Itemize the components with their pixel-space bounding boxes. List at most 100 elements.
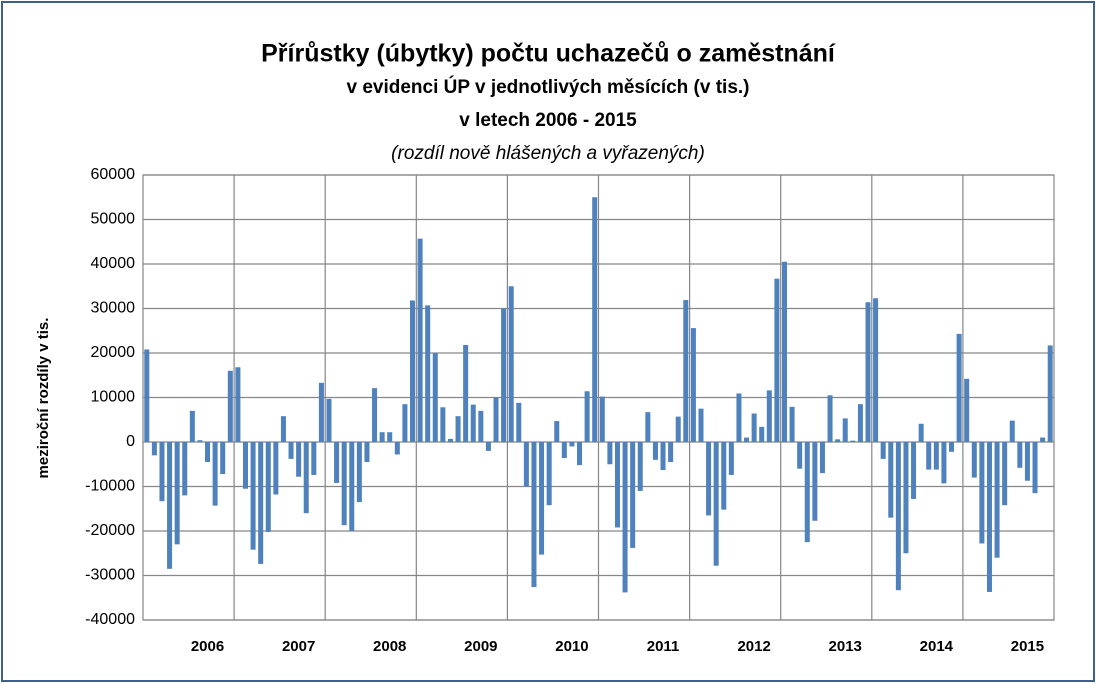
bar — [197, 440, 203, 442]
bar — [660, 442, 666, 471]
bar — [713, 442, 719, 566]
y-tick-label: 20000 — [91, 344, 136, 361]
bar — [766, 390, 772, 442]
plot-border — [142, 174, 1055, 621]
bar — [356, 442, 362, 503]
bar — [759, 426, 765, 442]
bar — [577, 442, 583, 466]
bar — [463, 344, 469, 442]
bar — [288, 442, 294, 459]
bar — [971, 442, 977, 478]
bar — [478, 410, 484, 442]
bar — [895, 442, 901, 591]
y-tick-label: -20000 — [85, 522, 135, 539]
bar — [819, 442, 825, 474]
y-tick-label: -40000 — [85, 611, 135, 628]
bar — [1009, 420, 1015, 442]
bar — [804, 442, 810, 543]
bar — [144, 349, 150, 442]
bar — [455, 416, 461, 442]
bar — [736, 393, 742, 442]
bar — [911, 442, 917, 499]
x-tick-label: 2007 — [282, 638, 315, 655]
bar — [918, 423, 924, 442]
bar — [402, 404, 408, 442]
bar — [903, 442, 909, 554]
chart-subtitle: v letech 2006 - 2015 — [459, 110, 637, 131]
bar — [546, 442, 552, 506]
bar — [182, 442, 188, 496]
bar — [409, 300, 416, 442]
bar — [721, 442, 727, 510]
bar — [501, 308, 507, 442]
bar — [789, 406, 795, 442]
x-tick-label: 2010 — [555, 638, 588, 655]
bar — [189, 410, 195, 442]
bar — [493, 397, 499, 442]
bar — [584, 391, 590, 442]
bar — [387, 432, 393, 442]
x-tick-label: 2012 — [737, 638, 770, 655]
bar — [258, 442, 264, 564]
bar — [447, 438, 453, 442]
chart-note: (rozdíl nově hlášených a vyřazených) — [391, 143, 705, 164]
bar — [554, 421, 560, 442]
bar — [926, 442, 932, 470]
x-tick-label: 2015 — [1011, 638, 1044, 655]
bar — [167, 442, 173, 569]
bar — [311, 442, 317, 475]
bar — [159, 442, 165, 502]
x-tick-label: 2011 — [647, 638, 680, 655]
y-tick-label: 0 — [126, 433, 135, 450]
bar — [265, 442, 271, 532]
bar — [994, 442, 1000, 558]
bar — [273, 442, 279, 495]
bar — [964, 378, 970, 442]
bar — [835, 439, 841, 442]
bar — [933, 442, 939, 470]
y-tick-label: 60000 — [91, 166, 136, 183]
chart-title: Přírůstky (úbytky) počtu uchazečů o zamě… — [261, 40, 836, 68]
bar — [379, 432, 385, 442]
y-tick-label: -30000 — [85, 567, 135, 584]
bar — [880, 442, 886, 459]
bar — [296, 442, 302, 477]
bar — [668, 442, 674, 463]
bar — [516, 402, 522, 442]
bar — [523, 442, 529, 487]
bar — [690, 328, 696, 442]
bar — [1032, 442, 1038, 494]
bar — [470, 404, 476, 442]
bar — [842, 418, 848, 442]
bar — [531, 442, 537, 588]
bar — [744, 437, 750, 442]
bar — [706, 442, 712, 516]
bar — [592, 197, 598, 442]
bar — [539, 442, 545, 555]
bar — [205, 442, 211, 463]
bar — [174, 442, 180, 545]
bar — [888, 442, 894, 518]
bar — [1047, 345, 1053, 442]
bar — [599, 396, 605, 442]
y-tick-label: 40000 — [91, 255, 136, 272]
y-tick-label: 50000 — [91, 211, 136, 228]
y-tick-label: -10000 — [85, 478, 135, 495]
bar — [873, 298, 879, 442]
x-tick-label: 2006 — [191, 638, 224, 655]
bar — [956, 333, 962, 442]
bar — [326, 398, 332, 442]
bar — [850, 440, 856, 442]
bar — [242, 442, 248, 489]
bar — [364, 442, 370, 463]
bar — [372, 388, 378, 442]
bar — [1017, 442, 1023, 468]
bar — [797, 442, 803, 469]
x-tick-label: 2014 — [920, 638, 954, 655]
bar — [630, 442, 636, 548]
bar — [781, 261, 788, 442]
bar — [607, 442, 613, 465]
bar — [622, 442, 628, 593]
